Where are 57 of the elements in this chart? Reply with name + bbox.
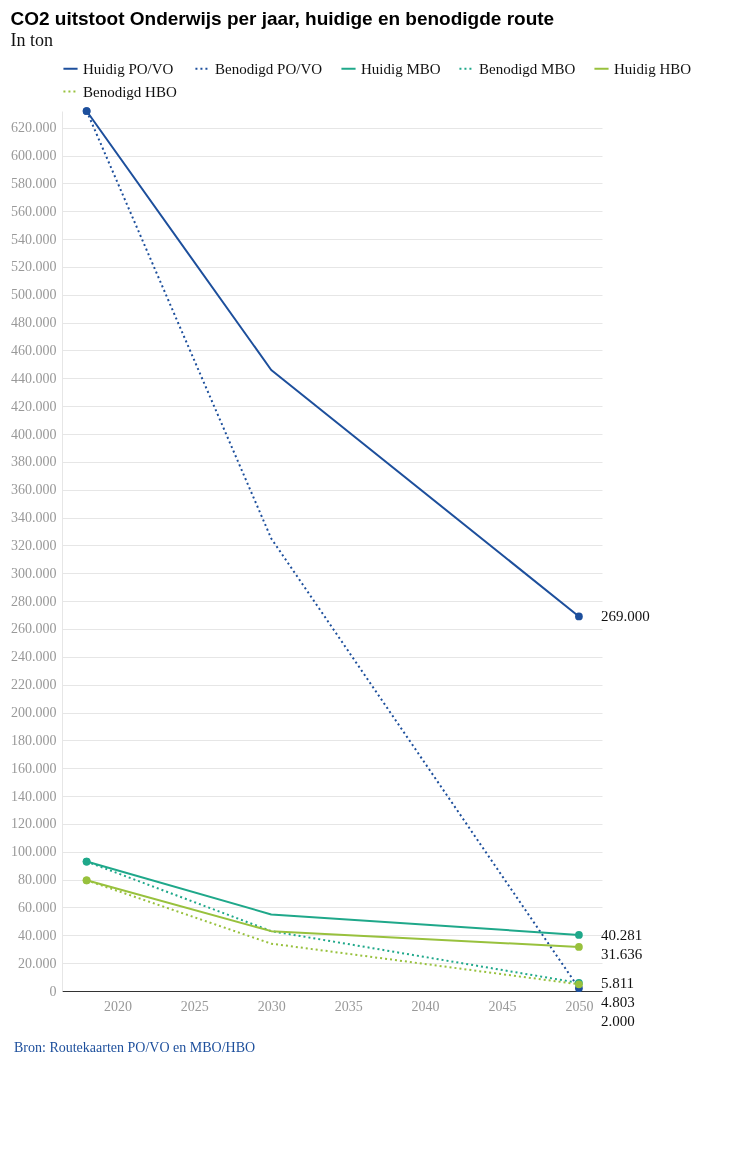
y-tick-label: 60.000 (18, 899, 57, 915)
chart-subtitle: In ton (10, 30, 53, 50)
y-tick-label: 520.000 (11, 259, 57, 275)
data-label: 5.811 (600, 974, 635, 991)
data-label: 40.281 (600, 926, 643, 943)
y-tick-label: 20.000 (18, 955, 57, 971)
x-tick-label: 2040 (411, 998, 440, 1014)
y-tick-label: 240.000 (11, 649, 57, 665)
legend-label: Huidig MBO (361, 60, 441, 77)
y-tick-label: 100.000 (11, 844, 57, 860)
point (575, 943, 583, 951)
y-tick-label: 580.000 (11, 175, 57, 191)
point (575, 612, 583, 621)
y-tick-label: 320.000 (11, 537, 57, 553)
y-tick-label: 280.000 (11, 593, 57, 609)
x-tick-label: 2045 (488, 998, 517, 1014)
x-tick-label: 2020 (103, 998, 132, 1014)
x-tick-label: 2030 (257, 998, 286, 1014)
y-tick-label: 500.000 (11, 287, 57, 303)
legend-label: Benodigd HBO (83, 83, 177, 100)
data-label: 2.000 (600, 1012, 635, 1029)
y-tick-label: 340.000 (11, 510, 57, 526)
x-tick-label: 2025 (180, 998, 209, 1014)
y-tick-label: 620.000 (11, 120, 57, 136)
y-tick-label: 440.000 (11, 370, 57, 386)
y-tick-label: 200.000 (11, 705, 57, 721)
legend-label: Benodigd PO/VO (215, 60, 323, 77)
y-tick-label: 180.000 (11, 732, 57, 748)
legend-label: Huidig PO/VO (83, 60, 174, 77)
y-tick-label: 300.000 (11, 565, 57, 581)
chart-title: CO2 uitstoot Onderwijs per jaar, huidige en benodigde route (10, 8, 555, 29)
point (575, 931, 583, 939)
legend-label: Benodigd MBO (479, 60, 576, 77)
y-tick-label: 540.000 (11, 231, 57, 247)
data-label: 269.000 (600, 608, 650, 625)
y-tick-label: 40.000 (18, 927, 57, 943)
y-tick-label: 600.000 (11, 148, 57, 164)
y-tick-label: 120.000 (11, 816, 57, 832)
y-tick-label: 160.000 (11, 760, 57, 776)
y-tick-label: 400.000 (11, 426, 57, 442)
x-tick-label: 2050 (565, 998, 594, 1014)
text: Bron: Routekaarten PO/VO en MBO/HBO (14, 1040, 257, 1056)
y-tick-label: 140.000 (11, 788, 57, 804)
y-tick-label: 560.000 (11, 203, 57, 219)
y-tick-label: 220.000 (11, 677, 57, 693)
y-tick-label: 420.000 (11, 398, 57, 414)
y-tick-label: 80.000 (18, 872, 57, 888)
data-label: 31.636 (600, 945, 643, 962)
y-tick-label: 0 (49, 983, 57, 999)
x-tick-label: 2035 (334, 998, 363, 1014)
y-tick-label: 260.000 (11, 621, 57, 637)
y-tick-label: 380.000 (11, 454, 57, 470)
y-tick-label: 360.000 (11, 482, 57, 498)
data-label: 4.803 (600, 993, 635, 1010)
y-tick-label: 460.000 (11, 342, 57, 358)
y-tick-label: 480.000 (11, 315, 57, 331)
legend-label: Huidig HBO (614, 60, 692, 77)
